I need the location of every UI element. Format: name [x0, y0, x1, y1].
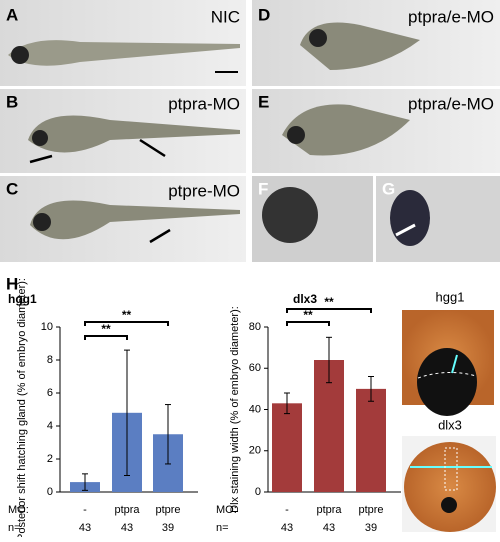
- n-value: 39: [365, 522, 377, 534]
- significance-label: **: [324, 295, 334, 309]
- embryo: [300, 22, 420, 70]
- panel-label: G: [382, 179, 395, 198]
- x-tick-label: -: [285, 504, 289, 516]
- eye: [390, 190, 430, 246]
- panel-text: ptpra-MO: [168, 94, 240, 113]
- eye: [11, 46, 29, 64]
- embryo-shape: [404, 442, 496, 532]
- panel-label: F: [258, 179, 268, 198]
- significance-bracket: [286, 321, 330, 326]
- row-label: MO:: [8, 504, 29, 516]
- embryo-shape: [417, 348, 477, 416]
- x-tick-label: ptpre: [358, 504, 383, 516]
- panel-label: C: [6, 179, 18, 198]
- x-tick-label: ptpra: [114, 504, 140, 516]
- y-tick-label: 40: [249, 403, 261, 415]
- arrow: [149, 228, 171, 244]
- inset-label: dlx3: [438, 417, 462, 432]
- panel-label: B: [6, 92, 18, 111]
- x-tick-label: ptpre: [155, 504, 180, 516]
- significance-bracket: [84, 321, 169, 326]
- arrow: [139, 138, 166, 158]
- inset-label: hgg1: [436, 289, 465, 304]
- y-tick-label: 0: [47, 486, 53, 498]
- eye: [287, 126, 305, 144]
- y-tick-label: 6: [47, 387, 53, 399]
- n-value: 43: [79, 522, 91, 534]
- arrow: [29, 154, 53, 164]
- significance-label: **: [303, 308, 313, 322]
- panel-text: ptpra/e-MO: [408, 7, 494, 26]
- embryo-shape: [441, 497, 457, 513]
- eye: [32, 130, 48, 146]
- y-axis-label: Dlx staining width (% of embryo diameter…: [229, 306, 241, 513]
- y-tick-label: 10: [41, 321, 53, 333]
- chart-title: dlx3: [293, 292, 317, 306]
- panel-label: D: [258, 5, 270, 24]
- row-label: MO:: [216, 504, 237, 516]
- significance-bracket: [286, 308, 372, 313]
- row-label: n=: [8, 522, 21, 534]
- n-value: 39: [162, 522, 174, 534]
- photos: A NIC B ptpra-MO C ptpre-MO D ptpra/e-MO…: [0, 0, 500, 262]
- bar: [356, 388, 386, 492]
- y-tick-label: 2: [47, 453, 53, 465]
- insets: hgg1 dlx3: [402, 289, 496, 532]
- chart-title: hgg1: [8, 292, 37, 306]
- y-tick-label: 0: [255, 486, 261, 498]
- significance-label: **: [122, 308, 132, 322]
- eye: [309, 29, 327, 47]
- y-tick-label: 20: [249, 445, 261, 457]
- embryo: [30, 200, 240, 240]
- significance-bracket: [84, 335, 128, 340]
- panel-text: NIC: [211, 7, 240, 26]
- bar: [272, 403, 302, 492]
- figure-label: H: [6, 274, 18, 293]
- y-axis-label: Posterior shift hatching gland (% of emb…: [16, 278, 28, 537]
- embryo: [28, 115, 240, 153]
- panel-label: E: [258, 92, 269, 111]
- panel-text: ptpre-MO: [168, 181, 240, 200]
- x-tick-label: ptpra: [316, 504, 342, 516]
- x-tick-label: -: [83, 504, 87, 516]
- significance-label: **: [101, 322, 111, 336]
- dotted-line: [444, 447, 458, 491]
- row-label: n=: [216, 522, 229, 534]
- panel-label: A: [6, 5, 18, 24]
- y-tick-label: 8: [47, 354, 53, 366]
- n-value: 43: [121, 522, 133, 534]
- panel-text: ptpra/e-MO: [408, 94, 494, 113]
- eye: [33, 213, 51, 231]
- n-value: 43: [281, 522, 293, 534]
- y-tick-label: 60: [249, 362, 261, 374]
- y-tick-label: 4: [47, 420, 53, 432]
- embryo: [282, 104, 410, 156]
- eye: [262, 187, 318, 243]
- measure-arrow: [451, 354, 458, 374]
- embryo: [8, 40, 240, 66]
- arrow: [395, 223, 416, 237]
- y-tick-label: 80: [249, 321, 261, 333]
- n-value: 43: [323, 522, 335, 534]
